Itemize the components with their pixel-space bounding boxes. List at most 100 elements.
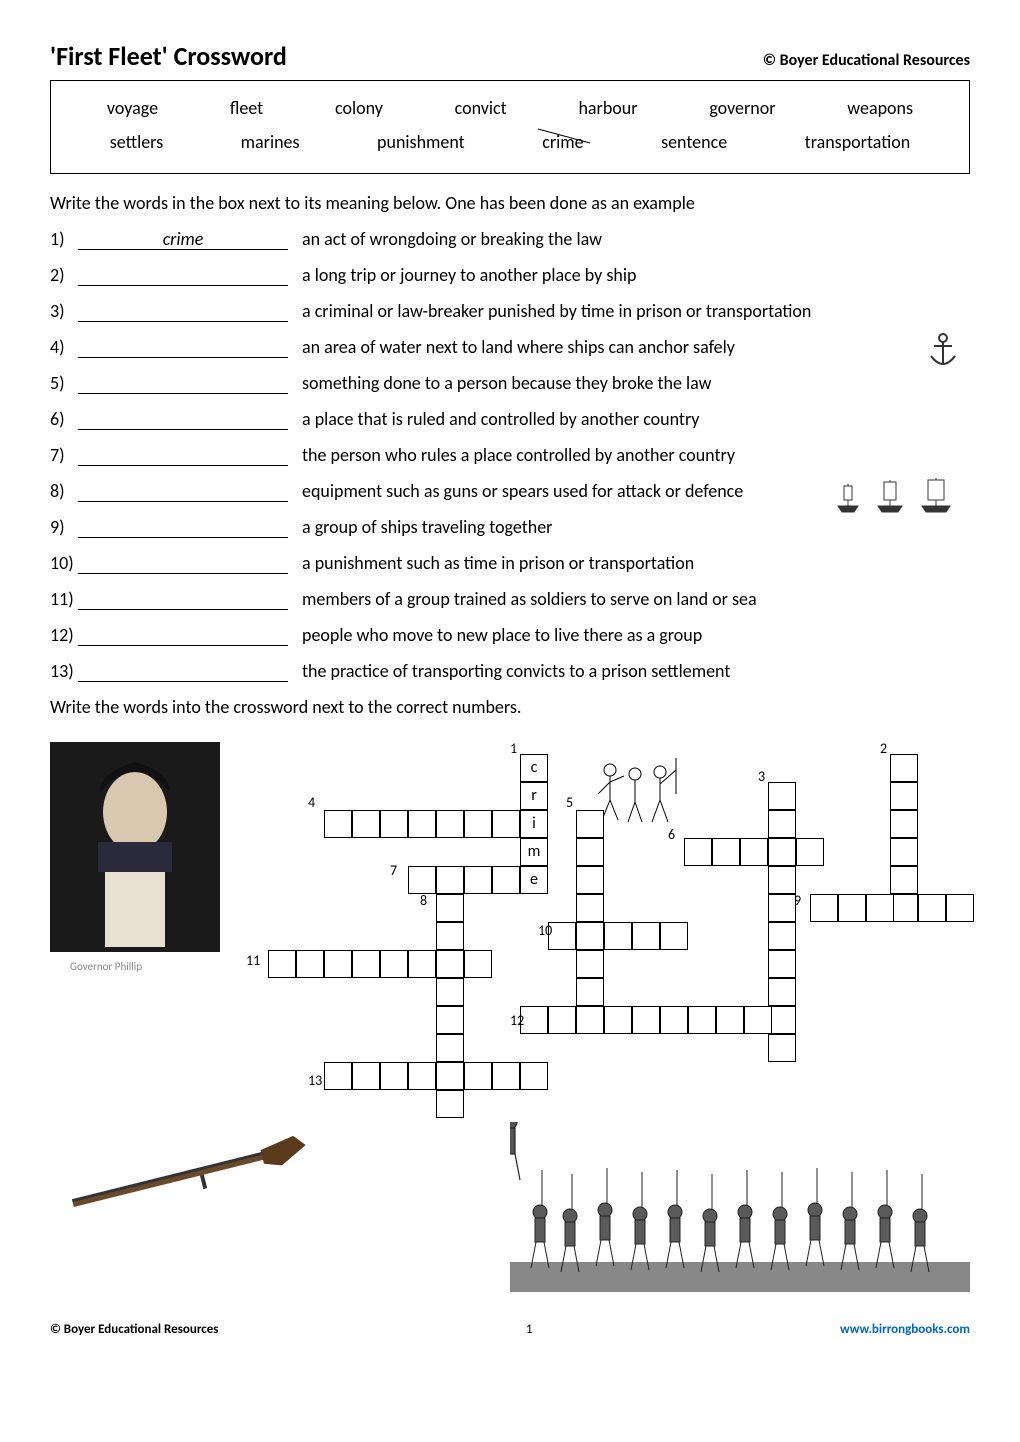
- definition-blank[interactable]: [78, 552, 288, 574]
- definition-blank[interactable]: [78, 408, 288, 430]
- crossword-cell[interactable]: [324, 1062, 352, 1090]
- crossword-cell[interactable]: [324, 950, 352, 978]
- crossword-cell[interactable]: [436, 1034, 464, 1062]
- crossword-cell[interactable]: [436, 950, 464, 978]
- crossword-cell[interactable]: [684, 838, 712, 866]
- crossword-cell[interactable]: [576, 1006, 604, 1034]
- crossword-cell[interactable]: [768, 838, 796, 866]
- crossword-cell[interactable]: [890, 894, 918, 922]
- crossword-cell[interactable]: [712, 838, 740, 866]
- definition-blank[interactable]: [78, 336, 288, 358]
- crossword-cell[interactable]: r: [520, 782, 548, 810]
- crossword-cell[interactable]: [464, 810, 492, 838]
- crossword-cell[interactable]: [660, 1006, 688, 1034]
- crossword-cell[interactable]: [436, 978, 464, 1006]
- definition-blank[interactable]: [78, 264, 288, 286]
- definition-blank[interactable]: [78, 372, 288, 394]
- definition-number: 1): [50, 228, 78, 250]
- definition-blank[interactable]: [78, 480, 288, 502]
- crossword-cell[interactable]: [740, 838, 768, 866]
- crossword-cell[interactable]: [492, 1062, 520, 1090]
- definition-number: 12): [50, 624, 78, 646]
- crossword-cell[interactable]: [576, 838, 604, 866]
- crossword-cell[interactable]: [436, 922, 464, 950]
- crossword-cell[interactable]: [520, 1062, 548, 1090]
- crossword-cell[interactable]: [408, 950, 436, 978]
- crossword-cell[interactable]: [436, 1090, 464, 1118]
- crossword-cell[interactable]: [796, 838, 824, 866]
- crossword-cell[interactable]: [352, 1062, 380, 1090]
- crossword-cell[interactable]: [810, 894, 838, 922]
- crossword-cell[interactable]: [464, 1062, 492, 1090]
- crossword-cell[interactable]: [492, 810, 520, 838]
- crossword-cell[interactable]: [576, 866, 604, 894]
- crossword-cell[interactable]: [408, 866, 436, 894]
- crossword-cell[interactable]: [576, 950, 604, 978]
- crossword-cell[interactable]: [380, 950, 408, 978]
- crossword-cell[interactable]: [768, 866, 796, 894]
- crossword-cell[interactable]: i: [520, 810, 548, 838]
- definition-blank[interactable]: [78, 660, 288, 682]
- crossword-cell[interactable]: [768, 894, 796, 922]
- crossword-cell[interactable]: [436, 810, 464, 838]
- crossword-cell[interactable]: [436, 1062, 464, 1090]
- crossword-cell[interactable]: [716, 1006, 744, 1034]
- crossword-cell[interactable]: [838, 894, 866, 922]
- crossword-cell[interactable]: [890, 838, 918, 866]
- crossword-cell[interactable]: [744, 1006, 772, 1034]
- crossword-cell[interactable]: [890, 754, 918, 782]
- crossword-cell[interactable]: [632, 922, 660, 950]
- crossword-cell[interactable]: [918, 894, 946, 922]
- definition-blank[interactable]: [78, 300, 288, 322]
- crossword-cell[interactable]: [492, 866, 520, 894]
- crossword-cell[interactable]: [576, 894, 604, 922]
- crossword-cell[interactable]: [768, 1006, 796, 1034]
- definition-text: the practice of transporting convicts to…: [302, 660, 970, 682]
- definition-number: 13): [50, 660, 78, 682]
- crossword-cell[interactable]: m: [520, 838, 548, 866]
- definition-blank[interactable]: [78, 588, 288, 610]
- crossword-cell[interactable]: [768, 782, 796, 810]
- crossword-cell[interactable]: [380, 1062, 408, 1090]
- crossword-cell[interactable]: [324, 810, 352, 838]
- crossword-cell[interactable]: [436, 866, 464, 894]
- crossword-cell[interactable]: [890, 866, 918, 894]
- crossword-cell[interactable]: [296, 950, 324, 978]
- crossword-cell[interactable]: [768, 978, 796, 1006]
- crossword-cell[interactable]: [352, 810, 380, 838]
- crossword-cell[interactable]: [436, 894, 464, 922]
- crossword-cell[interactable]: [380, 810, 408, 838]
- crossword-cell[interactable]: [548, 1006, 576, 1034]
- definition-blank[interactable]: [78, 624, 288, 646]
- crossword-cell[interactable]: [576, 810, 604, 838]
- crossword-cell[interactable]: [464, 950, 492, 978]
- crossword-cell[interactable]: [768, 950, 796, 978]
- footer-link[interactable]: www.birrongbooks.com: [840, 1322, 970, 1337]
- crossword-cell[interactable]: [768, 922, 796, 950]
- crossword-cell[interactable]: [632, 1006, 660, 1034]
- crossword-cell[interactable]: [768, 810, 796, 838]
- crossword-cell[interactable]: [946, 894, 974, 922]
- crossword-cell[interactable]: [352, 950, 380, 978]
- crossword-cell[interactable]: [890, 810, 918, 838]
- definition-blank[interactable]: [78, 516, 288, 538]
- crossword-cell[interactable]: [890, 782, 918, 810]
- crossword-cell[interactable]: [408, 810, 436, 838]
- crossword-cell[interactable]: [688, 1006, 716, 1034]
- crossword-cell[interactable]: [604, 922, 632, 950]
- definition-number: 11): [50, 588, 78, 610]
- crossword-cell[interactable]: [604, 1006, 632, 1034]
- crossword-cell[interactable]: c: [520, 754, 548, 782]
- crossword-cell[interactable]: [866, 894, 894, 922]
- crossword-cell[interactable]: [576, 922, 604, 950]
- crossword-cell[interactable]: [408, 1062, 436, 1090]
- crossword-cell[interactable]: [436, 1006, 464, 1034]
- crossword-cell[interactable]: [268, 950, 296, 978]
- crossword-cell[interactable]: [576, 978, 604, 1006]
- definition-blank[interactable]: [78, 444, 288, 466]
- crossword-cell[interactable]: e: [520, 866, 548, 894]
- crossword-cell[interactable]: [768, 1034, 796, 1062]
- crossword-cell[interactable]: [464, 866, 492, 894]
- crossword-cell[interactable]: [660, 922, 688, 950]
- definition-blank[interactable]: crime: [78, 228, 288, 250]
